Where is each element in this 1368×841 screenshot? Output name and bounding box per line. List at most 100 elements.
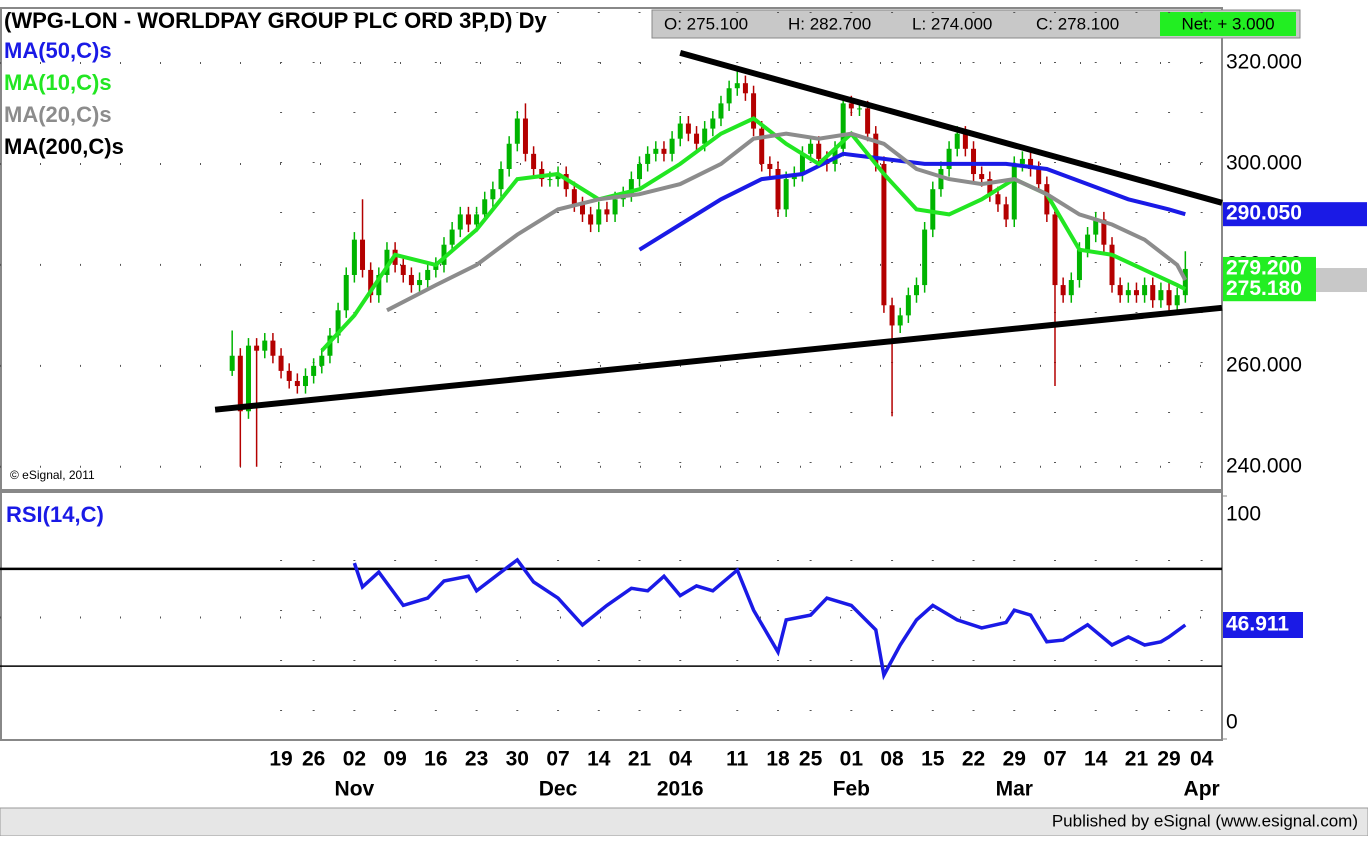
x-tick-label: 23 [465, 748, 488, 771]
close-label: 279.200 [1226, 256, 1302, 279]
candle-body [767, 163, 773, 169]
candle-body [1182, 268, 1188, 296]
candle-body [905, 295, 911, 316]
candle-body [751, 93, 757, 129]
candle-body [840, 103, 846, 149]
candle-body [588, 214, 594, 225]
candle-body [457, 214, 463, 230]
candle-body [734, 83, 740, 89]
candle-body [311, 365, 317, 376]
candle-body [563, 174, 569, 190]
y-tick-label: 300.000 [1226, 151, 1302, 174]
candle-body [1150, 285, 1156, 301]
candle-body [490, 189, 496, 200]
candle-body [694, 133, 700, 144]
candle-body [465, 214, 471, 225]
candle-body [498, 168, 504, 190]
x-tick-label: 19 [269, 748, 292, 771]
candle-body [848, 103, 854, 109]
candle-body [922, 229, 928, 286]
end-label: 290.050 [1226, 202, 1302, 225]
candle-body [799, 153, 805, 175]
candle-body [971, 148, 977, 175]
candle-body [286, 370, 292, 381]
rsi-title: RSI(14,C) [6, 502, 104, 527]
ma-line [638, 151, 1186, 252]
x-tick-label: 29 [1003, 748, 1026, 771]
end-label: 46.911 [1226, 613, 1289, 636]
y-tick-label: 100 [1226, 503, 1261, 526]
rsi-line [352, 557, 1187, 681]
price-panel [0, 7, 1223, 491]
candle-body [653, 148, 659, 154]
x-tick-label: 02 [343, 748, 366, 771]
candle-body [237, 355, 243, 412]
candle-body [482, 199, 488, 215]
candle-body [335, 310, 341, 336]
net-box [1160, 12, 1296, 36]
x-tick-label: 26 [302, 748, 325, 771]
candle-body [514, 118, 520, 144]
candle-body [637, 163, 643, 180]
candle-body [930, 189, 936, 230]
legend-entry: MA(50,C)s [4, 38, 112, 63]
end-label-box [1223, 277, 1316, 302]
x-tick-label: 16 [424, 748, 447, 771]
candle-body [897, 315, 903, 326]
x-tick-label: 11 [726, 748, 749, 771]
candle-body [1076, 249, 1082, 281]
candle-body [579, 204, 585, 215]
candle-body [400, 264, 406, 275]
trendline [214, 304, 1223, 413]
candle-body [351, 239, 357, 275]
candle-body [661, 148, 667, 154]
footer-text: Published by eSignal (www.esignal.com) [1052, 811, 1358, 830]
candle-body [873, 133, 879, 164]
x-tick-label: 14 [587, 748, 611, 771]
end-label-box [1223, 202, 1367, 227]
x-tick-label: 25 [799, 748, 823, 771]
end-label: 275.180 [1226, 277, 1302, 300]
y-tick-label: 240.000 [1226, 454, 1302, 477]
candle-body [759, 128, 765, 164]
candle-body [742, 83, 748, 94]
x-tick-label: 29 [1157, 748, 1180, 771]
candle-body [294, 380, 300, 387]
candle-body [865, 108, 871, 134]
ohlc-value: L: 274.000 [912, 14, 992, 33]
candle-body [474, 214, 480, 225]
trendline [679, 50, 1223, 206]
candle-body [881, 163, 887, 306]
candle-body [808, 143, 814, 154]
y-tick-label: 320.000 [1226, 51, 1302, 74]
candle-body [1019, 158, 1025, 164]
chart-title: (WPG-LON - WORLDPAY GROUP PLC ORD 3P,D) … [4, 8, 547, 33]
month-label: Feb [833, 778, 870, 801]
candle-body [946, 148, 952, 169]
candle-body [531, 153, 537, 169]
candle-body [604, 209, 610, 215]
x-tick-label: 07 [546, 748, 569, 771]
month-label: 2016 [657, 778, 704, 801]
candle-body [278, 355, 284, 371]
x-tick-label: 04 [1190, 748, 1214, 771]
candle-body [303, 375, 308, 387]
candle-body [914, 285, 919, 296]
x-tick-label: 08 [880, 748, 904, 771]
candle-body [1011, 163, 1017, 220]
x-tick-label: 15 [921, 748, 945, 771]
candle-body [1060, 285, 1066, 296]
candle-body [596, 209, 602, 225]
candle-body [938, 168, 944, 190]
candle-body [1158, 290, 1164, 301]
x-tick-label: 30 [506, 748, 529, 771]
candle-body [1125, 290, 1131, 296]
candle-body [368, 269, 374, 296]
candle-body [1093, 219, 1099, 235]
candle-body [1028, 158, 1034, 169]
x-tick-label: 01 [840, 748, 864, 771]
ma-line [320, 116, 1187, 353]
close-label-box [1223, 256, 1316, 281]
